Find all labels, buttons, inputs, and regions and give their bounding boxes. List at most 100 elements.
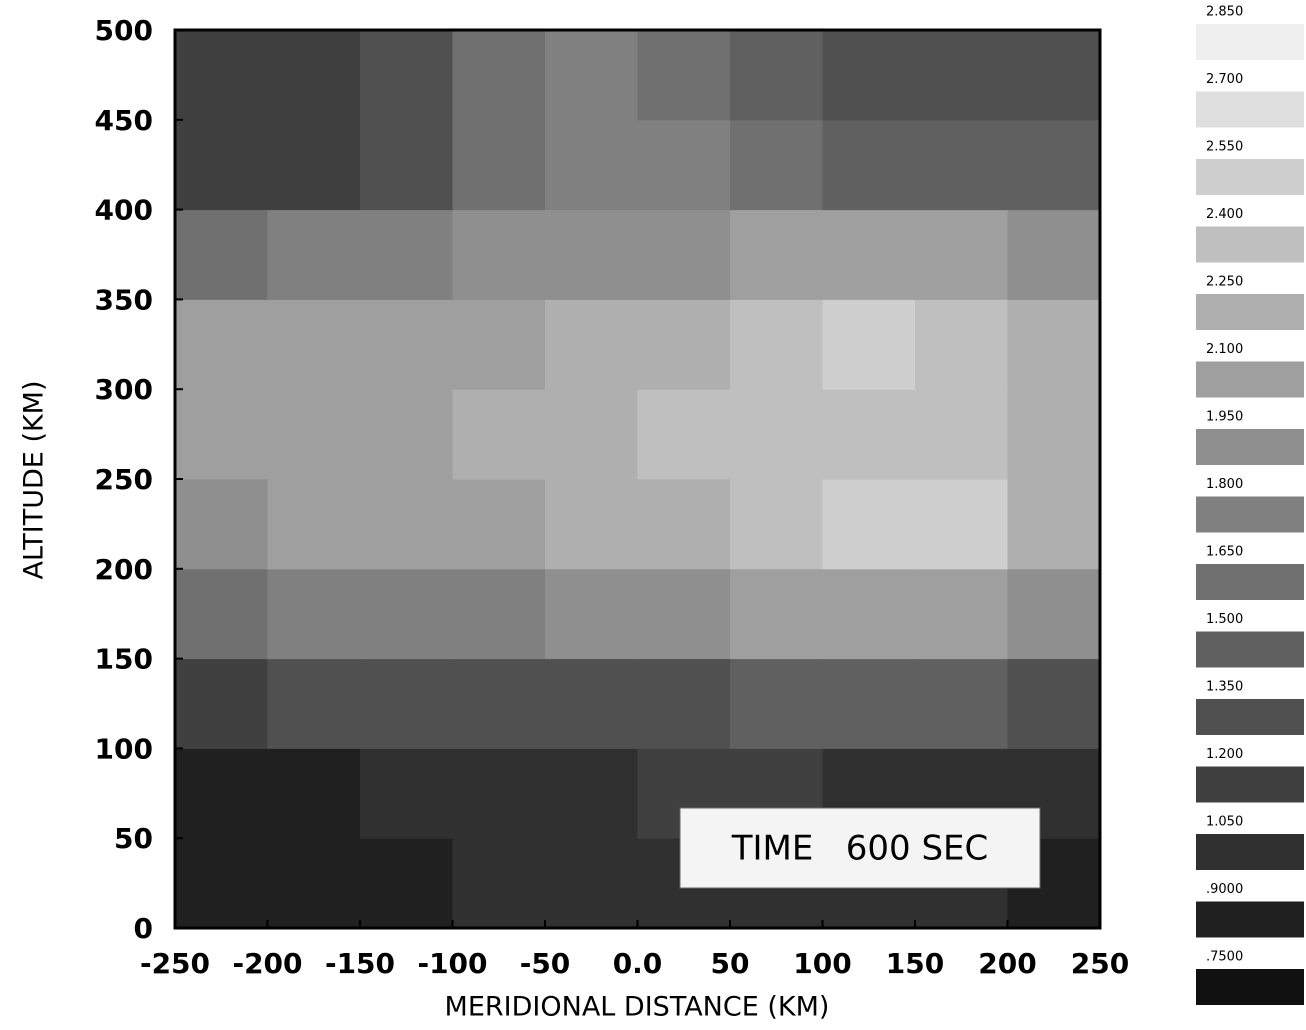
heat-cell — [730, 299, 823, 390]
heat-cell — [175, 119, 268, 211]
heat-cell — [360, 658, 453, 749]
heat-cell — [915, 658, 1008, 749]
legend-swatch — [1196, 226, 1304, 263]
annotation-box — [679, 807, 1041, 889]
x-tick-label: -200 — [232, 947, 302, 980]
heat-cell — [637, 299, 731, 390]
legend-label: 1.350 — [1206, 680, 1243, 695]
heat-cell — [175, 479, 268, 570]
heat-cell — [452, 838, 546, 929]
heat-cell — [915, 119, 1008, 211]
y-tick-label: 500 — [95, 14, 153, 47]
x-tick-label: -150 — [325, 947, 395, 980]
heat-cell — [545, 479, 638, 570]
legend-label: 2.400 — [1206, 207, 1243, 222]
heat-cell — [637, 119, 731, 211]
heat-cell — [545, 119, 638, 211]
legend-swatch — [1196, 159, 1304, 195]
heat-cell — [452, 30, 546, 121]
heat-cell — [637, 658, 731, 749]
x-tick-label: 150 — [886, 947, 944, 980]
heat-cell — [1007, 568, 1101, 660]
x-tick-label: -50 — [520, 947, 571, 980]
legend-label: 1.800 — [1206, 477, 1243, 492]
heat-cell — [452, 389, 546, 480]
heat-cell — [545, 209, 638, 300]
legend-label: 2.550 — [1206, 140, 1243, 155]
heat-cell — [175, 209, 268, 300]
heat-cell — [452, 209, 546, 300]
legend-swatch — [1196, 834, 1304, 870]
y-tick-label: 150 — [95, 643, 153, 676]
y-axis-label: ALTITUDE (KM) — [19, 380, 50, 579]
heat-cell — [267, 119, 361, 211]
heat-cell — [267, 209, 361, 300]
legend-label: .7500 — [1206, 950, 1243, 965]
heat-cell — [175, 838, 268, 929]
heat-cell — [915, 479, 1008, 570]
heat-cell — [822, 568, 916, 660]
heat-cell — [730, 389, 823, 480]
legend-label: 2.700 — [1206, 72, 1243, 87]
heat-cell — [730, 658, 823, 749]
x-tick-label: 200 — [978, 947, 1036, 980]
y-tick-label: 100 — [95, 732, 153, 765]
heat-cell — [1007, 299, 1101, 390]
heat-cell — [1007, 389, 1101, 480]
legend-swatch — [1196, 24, 1304, 60]
heat-cell — [545, 568, 638, 660]
heat-cell — [452, 658, 546, 749]
heat-cell — [637, 30, 731, 121]
annotation: TIME 600 SEC — [731, 829, 989, 869]
heat-cell — [267, 838, 361, 929]
heat-cell — [267, 658, 361, 749]
legend-label: 2.850 — [1206, 5, 1243, 20]
heat-cell — [822, 658, 916, 749]
y-tick-label: 400 — [95, 194, 153, 227]
heat-cell — [1007, 209, 1101, 300]
heat-cell — [637, 479, 731, 570]
heat-cell — [822, 209, 916, 300]
y-tick-label: 50 — [114, 822, 153, 855]
heat-cell — [360, 209, 453, 300]
heat-cell — [915, 389, 1008, 480]
heat-cell — [822, 389, 916, 480]
heat-cell — [822, 119, 916, 211]
heat-cell — [452, 119, 546, 211]
heat-cell — [360, 838, 453, 929]
heat-cell — [360, 30, 453, 121]
heat-cell — [452, 748, 546, 839]
heat-cell — [545, 658, 638, 749]
heat-cell — [637, 389, 731, 480]
heat-cell — [915, 299, 1008, 390]
legend-swatch — [1196, 699, 1304, 735]
heat-cell — [452, 568, 546, 660]
heat-cell — [545, 299, 638, 390]
heat-cell — [175, 30, 268, 121]
legend-swatch — [1196, 901, 1304, 938]
legend-swatch — [1196, 429, 1304, 465]
legend-swatch — [1196, 969, 1304, 1005]
heat-cell — [822, 479, 916, 570]
heat-cell — [1007, 658, 1101, 749]
heat-cell — [360, 119, 453, 211]
heat-cell — [915, 30, 1008, 121]
heat-cell — [267, 748, 361, 839]
legend-label: 1.050 — [1206, 815, 1243, 830]
heat-cell — [637, 568, 731, 660]
legend-swatch — [1196, 361, 1304, 398]
legend-swatch — [1196, 294, 1304, 330]
heat-cell — [545, 748, 638, 839]
heat-cell — [1007, 30, 1101, 121]
heat-cell — [267, 389, 361, 480]
heat-cell — [452, 299, 546, 390]
heat-cell — [175, 748, 268, 839]
legend-swatch — [1196, 564, 1304, 600]
heat-cell — [545, 838, 638, 929]
y-tick-label: 450 — [95, 104, 153, 137]
x-tick-label: -250 — [140, 947, 210, 980]
x-tick-label: 0.0 — [613, 947, 663, 980]
legend-swatch — [1196, 631, 1304, 668]
x-tick-label: 100 — [793, 947, 851, 980]
